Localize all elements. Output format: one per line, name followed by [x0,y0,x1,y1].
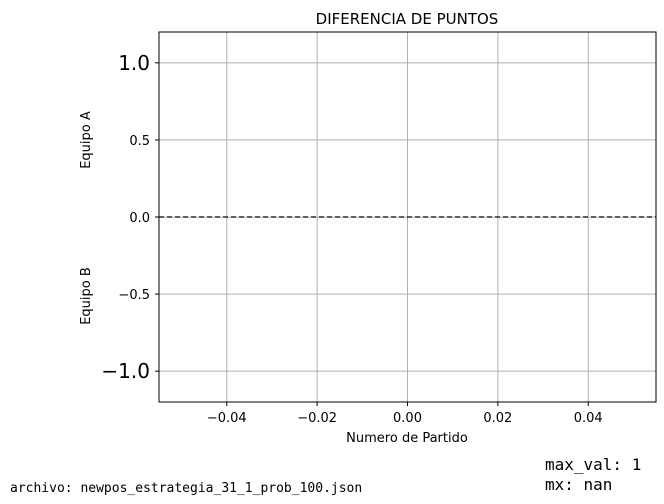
y-tick-label: 0.5 [129,134,150,149]
ticks: −0.04 −0.02 0.00 0.02 0.04 1.0 0.5 0.0 −0.5 −1.0 [101,51,602,426]
chart-title: DIFERENCIA DE PUNTOS [316,10,499,28]
y-axis-label-bottom: Equipo B [79,267,94,325]
y-tick-label: 0.0 [129,211,150,226]
y-tick-label: 1.0 [118,51,150,75]
y-tick-label: −0.5 [118,288,150,303]
x-axis-label: Numero de Partido [346,431,468,446]
x-tick-label: −0.04 [207,411,247,426]
x-tick-label: 0.04 [574,411,603,426]
y-axis-label-top: Equipo A [79,111,94,169]
x-tick-label: 0.02 [483,411,512,426]
y-tick-label: −1.0 [101,359,150,383]
mx-label: mx: nan [545,475,612,494]
max-val-label: max_val: 1 [545,455,641,474]
x-tick-label: 0.00 [393,411,422,426]
x-tick-label: −0.02 [297,411,337,426]
grid [159,32,656,402]
archivo-label: archivo: newpos_estrategia_31_1_prob_100… [10,481,362,496]
